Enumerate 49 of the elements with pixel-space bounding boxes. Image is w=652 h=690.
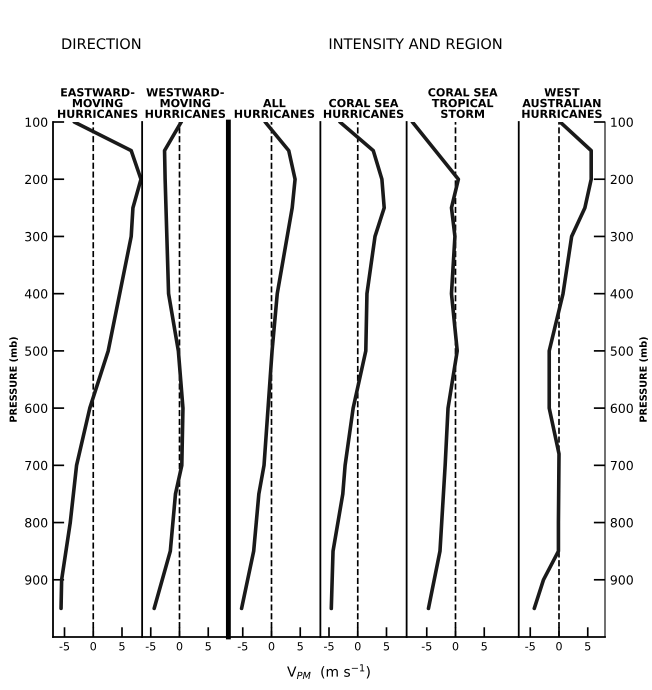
- y-tick-label: 100: [26, 117, 48, 127]
- y-tick-label: 700: [25, 460, 48, 470]
- x-tick-label: 5: [585, 642, 590, 650]
- y2-tick-label: 800: [610, 518, 633, 528]
- y-tick-label: 300: [25, 232, 48, 242]
- chart-title: WEST AUSTRALIAN HURRICANES: [522, 88, 602, 118]
- x-tick-label: 5: [298, 642, 303, 650]
- chart-title: WESTWARD- MOVING HURRICANES: [146, 88, 226, 118]
- x-tick-label: 0: [90, 642, 96, 650]
- y-axis-title: PRESSURE (mb): [9, 337, 18, 422]
- chart-title: EASTWARD- MOVING HURRICANES: [58, 88, 138, 118]
- y2-tick-label: 500: [610, 346, 633, 356]
- y2-tick-label: 200: [610, 174, 633, 184]
- x-tick-label: 5: [384, 642, 390, 650]
- y2-tick-label: 900: [610, 575, 633, 585]
- x-tick-label: -5: [324, 642, 334, 650]
- y-tick-label: 200: [25, 174, 48, 184]
- y-tick-label: 800: [25, 518, 48, 528]
- y2-tick-label: 400: [610, 289, 633, 299]
- x-tick-label: 0: [176, 642, 182, 650]
- y2-tick-label: 100: [611, 117, 633, 127]
- chart-title: ALL HURRICANES: [234, 98, 314, 118]
- line-series: [59, 122, 142, 610]
- y-tick-label: 600: [25, 404, 48, 414]
- x-tick-label: -5: [146, 642, 156, 650]
- chart-subtitle: INTENSITY AND REGION: [330, 38, 502, 50]
- x-tick-label: -5: [525, 642, 535, 650]
- x-tick-label: -5: [238, 642, 248, 650]
- x-tick-label: 0: [354, 642, 361, 650]
- chart-title: CORAL SEA TROPICAL STORM: [428, 88, 498, 118]
- x-axis-title: V$_{PM}$ (m s$^{−1}$): [287, 664, 370, 679]
- x-tick-label: -5: [422, 642, 432, 650]
- y-tick-label: 900: [25, 575, 48, 585]
- x-tick-label: 0: [452, 642, 458, 650]
- x-tick-label: 5: [206, 642, 211, 650]
- x-tick-label: 0: [268, 642, 274, 650]
- y2-axis-title: PRESSURE (mb): [639, 337, 648, 422]
- x-tick-label: -5: [60, 642, 70, 650]
- line-series: [532, 122, 594, 610]
- y2-tick-label: 300: [610, 232, 633, 242]
- y-tick-label: 400: [24, 289, 48, 299]
- chart-subtitle: DIRECTION: [62, 38, 140, 50]
- y2-tick-label: 600: [610, 404, 633, 414]
- y-tick-label: 500: [25, 346, 48, 356]
- x-tick-label: 5: [119, 642, 125, 650]
- y2-tick-label: 700: [610, 460, 633, 470]
- x-tick-label: 0: [556, 642, 562, 650]
- x-tick-label: 5: [482, 642, 487, 650]
- chart-title: CORAL SEA HURRICANES: [324, 98, 404, 118]
